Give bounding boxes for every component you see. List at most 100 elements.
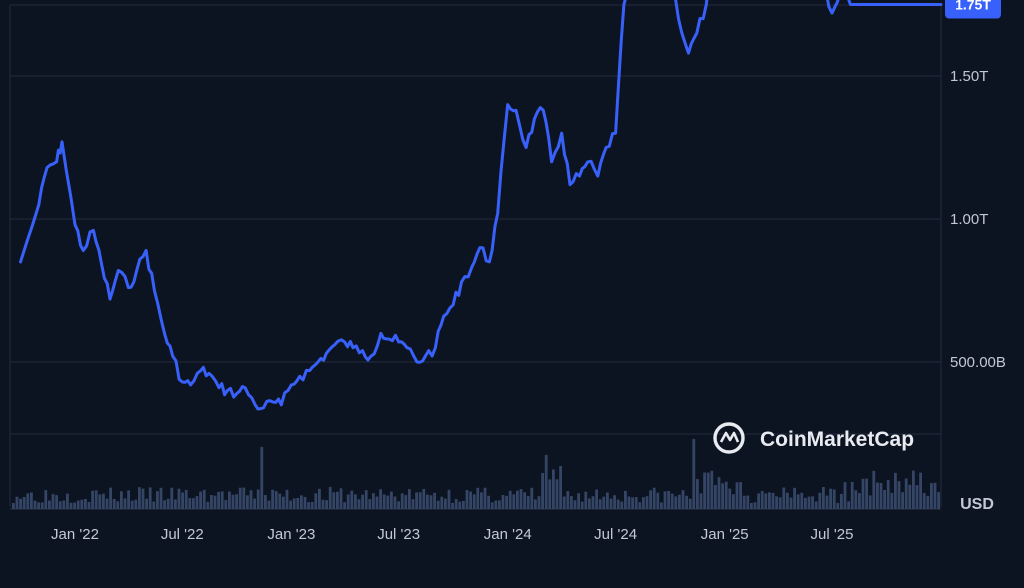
volume-bar bbox=[728, 488, 732, 509]
volume-bar bbox=[588, 498, 591, 509]
volume-bar bbox=[865, 478, 868, 509]
volume-bar bbox=[595, 489, 598, 509]
volume-bar bbox=[706, 472, 710, 509]
volume-bar bbox=[631, 497, 634, 509]
x-tick-label: Jul '25 bbox=[811, 526, 854, 543]
volume-bar bbox=[451, 502, 454, 509]
volume-bar bbox=[613, 495, 616, 509]
volume-bar bbox=[670, 493, 674, 509]
volume-bar bbox=[886, 480, 890, 509]
volume-bar bbox=[418, 492, 422, 509]
volume-bar bbox=[681, 490, 685, 509]
coinmarketcap-watermark: CoinMarketCap bbox=[713, 422, 914, 454]
volume-bar bbox=[703, 472, 706, 509]
series-line bbox=[19, 0, 943, 411]
volume-bar bbox=[404, 495, 408, 509]
volume-bar bbox=[609, 498, 613, 509]
y-tick-label: 500.00B bbox=[950, 354, 1006, 371]
volume-bar bbox=[847, 501, 850, 509]
volume-bar bbox=[433, 492, 436, 509]
x-tick-label: Jan '22 bbox=[51, 526, 99, 543]
volume-bar bbox=[321, 499, 325, 509]
volume-bar bbox=[811, 496, 814, 509]
volume-bar bbox=[51, 494, 55, 509]
volume-bar bbox=[30, 492, 33, 509]
volume-bar bbox=[516, 490, 519, 509]
volume-bar bbox=[508, 490, 512, 509]
volume-bar bbox=[764, 493, 768, 509]
volume-bar bbox=[559, 466, 562, 509]
volume-bar bbox=[858, 493, 861, 509]
volume-bar bbox=[436, 500, 440, 509]
volume-bar bbox=[350, 490, 354, 509]
volume-bar bbox=[267, 500, 271, 509]
volume-bar bbox=[796, 494, 800, 509]
volume-bar bbox=[678, 494, 681, 509]
volume-bar bbox=[922, 493, 926, 509]
volume-bar bbox=[411, 499, 415, 509]
volume-bar bbox=[58, 501, 62, 509]
volume-bar bbox=[760, 491, 764, 509]
volume-bar bbox=[66, 493, 69, 509]
volume-bar bbox=[170, 487, 174, 509]
volume-bar bbox=[526, 495, 530, 509]
volume-bar bbox=[116, 501, 120, 509]
volume-bar bbox=[800, 492, 804, 509]
volume-bar bbox=[861, 478, 865, 509]
volume-bar bbox=[472, 494, 476, 509]
volume-bar bbox=[616, 499, 620, 509]
volume-bar bbox=[825, 495, 829, 509]
volume-bar bbox=[390, 491, 393, 509]
volume-bar bbox=[483, 487, 487, 509]
volume-bar bbox=[904, 478, 908, 509]
volume-bar bbox=[786, 492, 789, 509]
volume-bar bbox=[696, 479, 699, 509]
volume-bar bbox=[145, 498, 148, 509]
volume-bar bbox=[19, 498, 22, 509]
volume-bar bbox=[163, 500, 166, 509]
volume-bar bbox=[400, 493, 404, 509]
volume-bar bbox=[735, 482, 739, 509]
volume-bar bbox=[447, 489, 451, 509]
volume-bar bbox=[890, 492, 894, 509]
y-tick-label: 1.50T bbox=[950, 68, 988, 85]
volume-bar bbox=[537, 496, 541, 509]
volume-bar bbox=[260, 447, 264, 509]
volume-bar bbox=[73, 502, 76, 509]
volume-bar bbox=[645, 496, 649, 509]
volume-bar bbox=[667, 491, 670, 509]
volume-bar bbox=[883, 490, 886, 509]
volume-bar bbox=[318, 488, 321, 509]
volume-bar bbox=[375, 496, 379, 509]
volume-bar bbox=[213, 495, 217, 509]
x-tick-label: Jan '24 bbox=[484, 526, 532, 543]
volume-bar bbox=[480, 492, 483, 509]
volume-bar bbox=[184, 489, 188, 509]
volume-bar bbox=[721, 483, 724, 509]
volume-bar bbox=[872, 470, 876, 509]
y-unit-label: USD bbox=[960, 496, 994, 513]
volume-bar bbox=[634, 497, 638, 509]
volume-bar bbox=[127, 490, 130, 509]
volume-bar bbox=[120, 491, 123, 509]
volume-bar bbox=[141, 488, 145, 509]
volume-bar bbox=[897, 481, 901, 509]
volume-bar bbox=[757, 493, 760, 509]
volume-bar bbox=[454, 499, 458, 509]
volume-bar bbox=[638, 502, 642, 509]
volume-bar bbox=[656, 492, 660, 509]
volume-bar bbox=[238, 487, 242, 509]
volume-bar bbox=[523, 492, 526, 509]
volume-bar bbox=[382, 494, 386, 509]
volume-bar bbox=[541, 473, 544, 509]
x-tick-label: Jul '23 bbox=[377, 526, 420, 543]
volume-bar bbox=[494, 500, 498, 509]
volume-bar bbox=[94, 490, 98, 509]
volume-bar bbox=[937, 492, 940, 509]
volume-bar bbox=[901, 492, 904, 509]
volume-bar bbox=[840, 493, 843, 509]
volume-bar bbox=[444, 498, 447, 509]
volume-bar bbox=[26, 493, 30, 509]
